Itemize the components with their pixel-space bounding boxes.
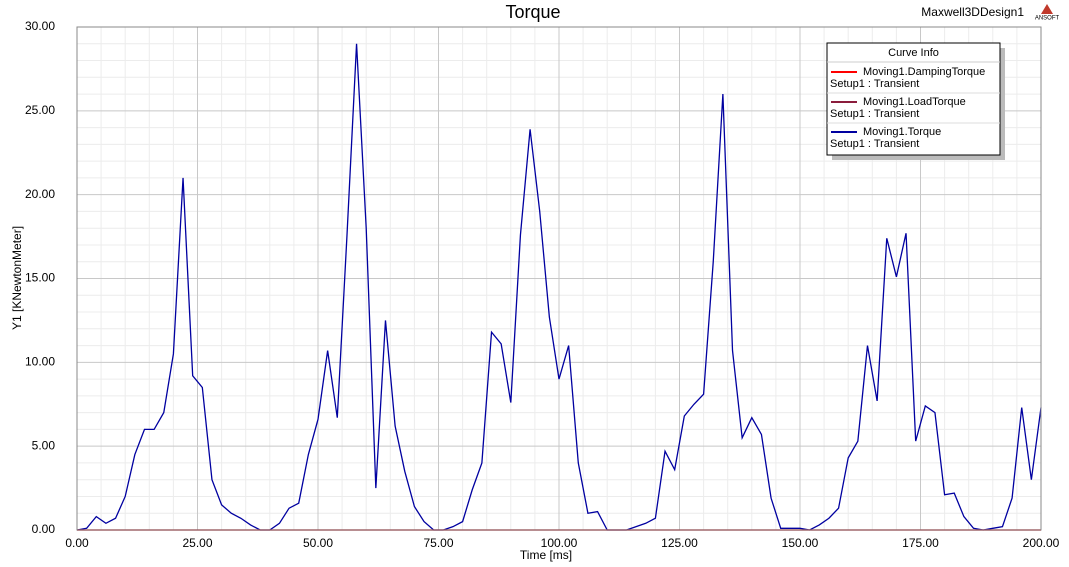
y-tick-label: 10.00 [25, 355, 55, 369]
x-tick-label: 150.00 [782, 536, 819, 550]
series-line [76, 43, 1042, 531]
design-name: Maxwell3DDesign1 [921, 5, 1024, 19]
x-tick-label: 0.00 [65, 536, 89, 550]
x-tick-label: 175.00 [902, 536, 939, 550]
y-tick-label: 20.00 [25, 187, 55, 201]
x-tick-label: 125.00 [661, 536, 698, 550]
legend-label: Moving1.LoadTorque [863, 96, 966, 108]
plot-frame [76, 26, 1042, 531]
x-tick-label: 25.00 [182, 536, 212, 550]
y-tick-label: 15.00 [25, 271, 55, 285]
logo-icon [1041, 4, 1053, 14]
y-tick-label: 30.00 [25, 19, 55, 33]
legend-context: Setup1 : Transient [830, 138, 919, 150]
legend-label: Moving1.DampingTorque [863, 66, 985, 78]
y-tick-label: 5.00 [32, 438, 56, 452]
logo-text: ANSOFT [1035, 16, 1060, 22]
x-tick-label: 75.00 [423, 536, 453, 550]
y-tick-label: 25.00 [25, 103, 55, 117]
y-axis-label: Y1 [KNewtonMeter] [10, 226, 24, 330]
legend-label: Moving1.Torque [863, 126, 941, 138]
y-tick-label: 0.00 [32, 522, 56, 536]
chart-title: Torque [505, 2, 560, 22]
legend-title: Curve Info [888, 47, 939, 59]
x-tick-label: 200.00 [1023, 536, 1060, 550]
legend-context: Setup1 : Transient [830, 108, 919, 120]
legend-context: Setup1 : Transient [830, 78, 919, 90]
x-tick-label: 100.00 [541, 536, 578, 550]
x-axis-label: Time [ms] [520, 548, 572, 562]
x-tick-label: 50.00 [303, 536, 333, 550]
